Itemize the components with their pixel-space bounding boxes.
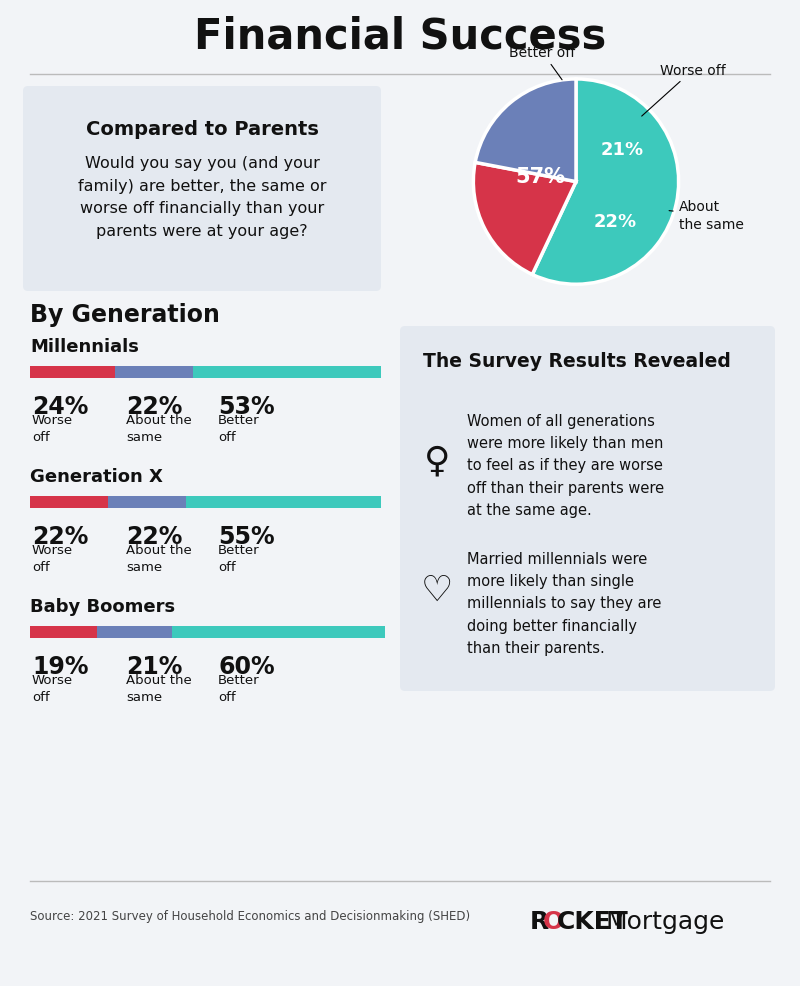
Text: About the
same: About the same [126,673,192,703]
Text: Mortgage: Mortgage [605,909,724,933]
Text: 22%: 22% [32,525,88,548]
Text: Worse
off: Worse off [32,673,73,703]
Wedge shape [475,80,576,182]
Bar [172,626,385,638]
Text: R: R [530,909,550,933]
Text: 53%: 53% [218,394,274,419]
Text: Better
off: Better off [218,543,260,573]
Text: Compared to Parents: Compared to Parents [86,120,318,139]
Text: 21%: 21% [601,141,644,159]
FancyBboxPatch shape [23,87,381,292]
Text: Source: 2021 Survey of Household Economics and Decisionmaking (SHED): Source: 2021 Survey of Household Economi… [30,909,470,923]
Text: The Survey Results Revealed: The Survey Results Revealed [423,352,731,371]
Text: Worse
off: Worse off [32,414,73,444]
Text: CKET: CKET [557,909,629,933]
Text: ♀: ♀ [424,444,450,477]
Bar [108,497,186,509]
Wedge shape [532,80,678,285]
Text: Better
off: Better off [218,673,260,703]
FancyBboxPatch shape [400,326,775,691]
Text: 24%: 24% [32,394,88,419]
Text: About
the same: About the same [669,200,743,232]
Text: Married millennials were
more likely than single
millennials to say they are
doi: Married millennials were more likely tha… [467,551,662,655]
Text: By Generation: By Generation [30,303,220,326]
Text: Generation X: Generation X [30,467,163,485]
Text: Millennials: Millennials [30,337,139,356]
Bar [115,367,194,379]
Bar [30,626,98,638]
Text: Would you say you (and your
family) are better, the same or
worse off financiall: Would you say you (and your family) are … [78,156,326,239]
Text: About the
same: About the same [126,414,192,444]
Text: 55%: 55% [218,525,274,548]
Text: 57%: 57% [515,168,565,187]
Bar [30,497,108,509]
Bar [194,367,382,379]
Text: Financial Success: Financial Success [194,16,606,58]
Text: About the
same: About the same [126,543,192,573]
Text: 60%: 60% [218,655,274,678]
Bar [186,497,382,509]
Text: Worse
off: Worse off [32,543,73,573]
Text: 21%: 21% [126,655,182,678]
Bar [30,367,115,379]
Text: O: O [543,909,564,933]
Bar [98,626,172,638]
Text: 19%: 19% [32,655,89,678]
Text: 22%: 22% [594,212,637,231]
Text: Baby Boomers: Baby Boomers [30,598,175,615]
Text: Better off: Better off [510,46,575,81]
Wedge shape [474,164,576,275]
Text: ♡: ♡ [421,574,453,607]
Text: 22%: 22% [126,394,182,419]
Text: Women of all generations
were more likely than men
to feel as if they are worse
: Women of all generations were more likel… [467,413,664,518]
Text: 22%: 22% [126,525,182,548]
Text: Worse off: Worse off [642,64,726,117]
Text: Better
off: Better off [218,414,260,444]
